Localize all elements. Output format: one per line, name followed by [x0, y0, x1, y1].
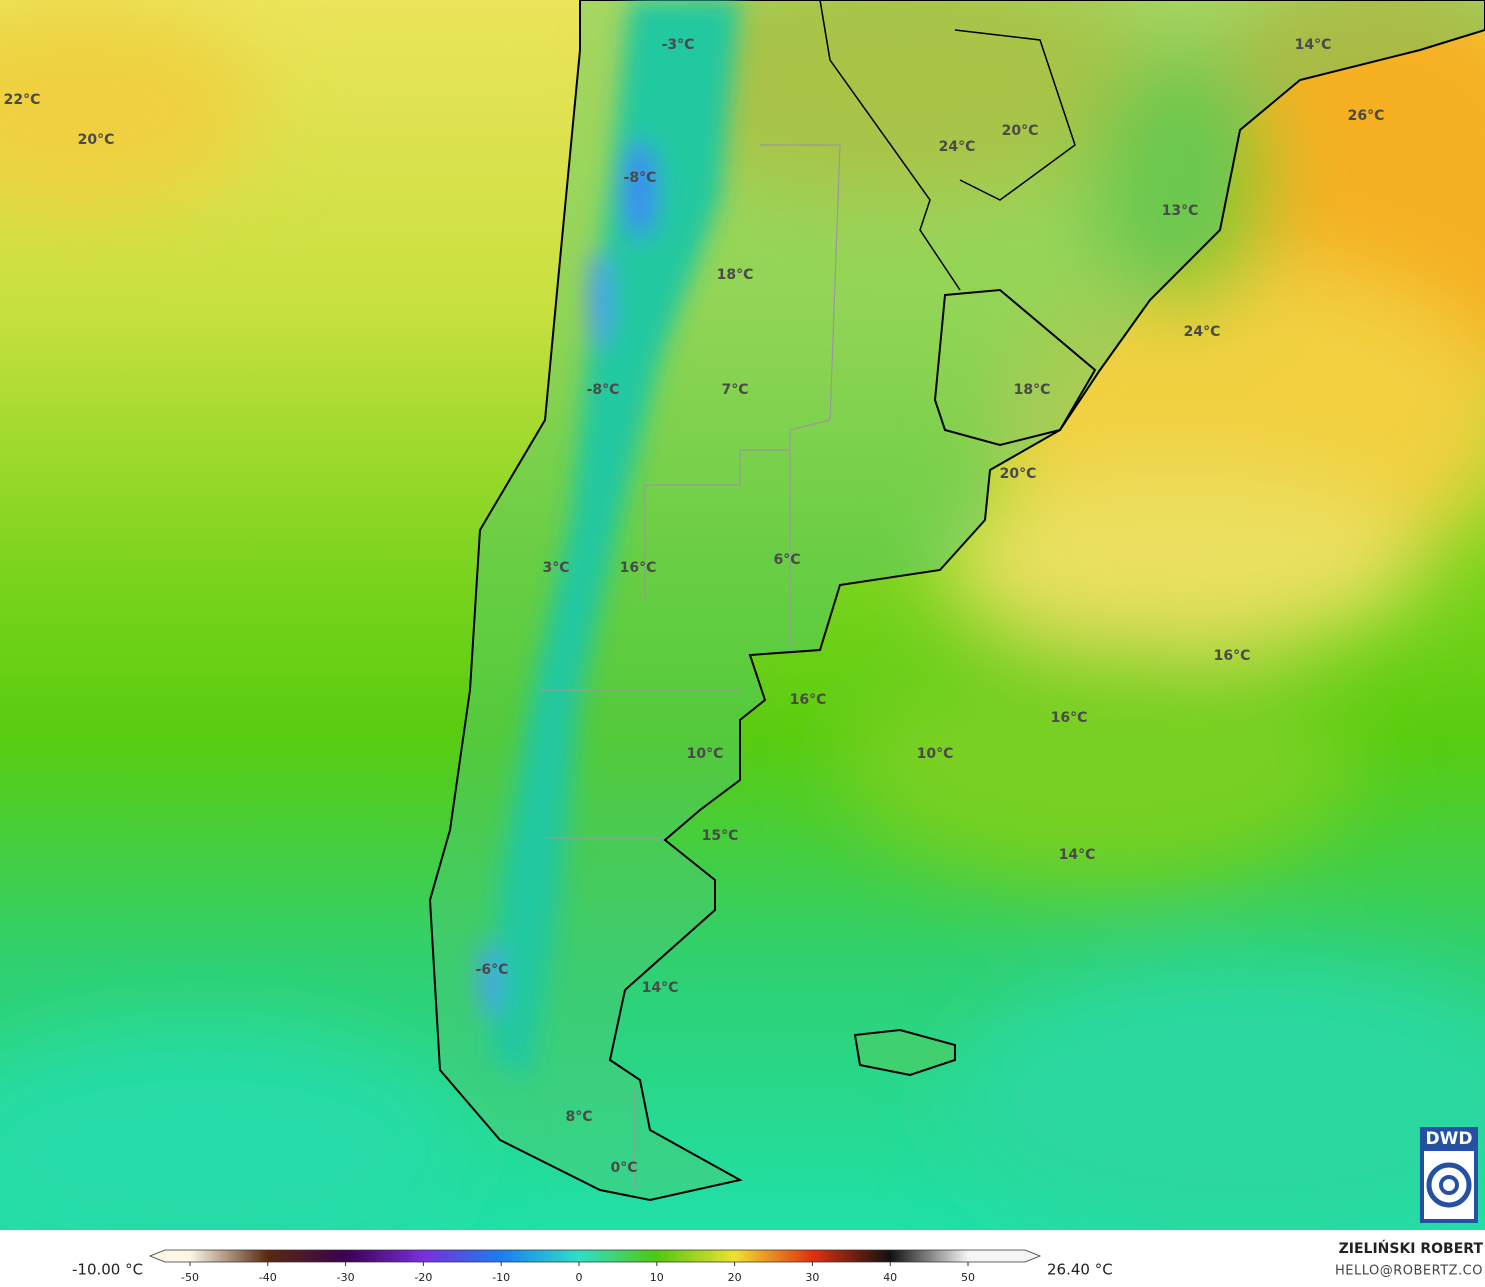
andes-field	[480, 0, 740, 1080]
colorbar-min: -10.00 °C	[72, 1261, 143, 1279]
temperature-label: 16°C	[1051, 710, 1088, 726]
logo-swirl	[1426, 1162, 1472, 1208]
temperature-label: 6°C	[773, 552, 800, 568]
temperature-label: 10°C	[917, 746, 954, 762]
temperature-label: -8°C	[624, 170, 657, 186]
temperature-label: 18°C	[1014, 382, 1051, 398]
colorbar-tick-label: 10	[650, 1271, 664, 1284]
falkland-islands	[853, 1028, 956, 1077]
temperature-label: 22°C	[4, 92, 41, 108]
temperature-label: 16°C	[620, 560, 657, 576]
temperature-label: 8°C	[565, 1109, 592, 1125]
temperature-labels: 22°C 20°C -3°C 14°C 26°C 20°C 24°C -8°C 13°C 18°C…	[4, 37, 1385, 1176]
temperature-label: 15°C	[702, 828, 739, 844]
temperature-label: 14°C	[1059, 847, 1096, 863]
uruguay-border	[933, 288, 1097, 447]
colorbar-tick-label: -20	[414, 1271, 432, 1284]
temperature-label: 13°C	[1162, 203, 1199, 219]
colorbar-tick-label: -40	[259, 1271, 277, 1284]
temperature-label: 0°C	[610, 1160, 637, 1176]
logo-panel	[1424, 1151, 1474, 1219]
country-borders	[819, 0, 1076, 291]
temperature-label: 24°C	[1184, 324, 1221, 340]
temperature-label: 16°C	[1214, 648, 1251, 664]
temperature-label: 24°C	[939, 139, 976, 155]
temperature-label: -8°C	[587, 382, 620, 398]
colorbar-tick-label: 40	[883, 1271, 897, 1284]
temperature-label: 26°C	[1348, 108, 1385, 124]
temperature-label: 18°C	[717, 267, 754, 283]
temperature-label: -3°C	[662, 37, 695, 53]
credit-name: ZIELIŃSKI ROBERT	[1339, 1239, 1484, 1257]
land-outline	[428, 0, 1485, 1202]
logo-text: DWD	[1426, 1129, 1473, 1149]
temperature-label: 16°C	[790, 692, 827, 708]
temperature-label: 14°C	[642, 980, 679, 996]
province-borders	[540, 144, 841, 1190]
colorbar-tick-label: 20	[728, 1271, 742, 1284]
dwd-logo: DWD	[1420, 1127, 1478, 1223]
colorbar-tick-label: 30	[805, 1271, 819, 1284]
colorbar: -10.00 °C 26.40 °C -50 -40 -30 -20 -10 0 10 20 3…	[72, 1249, 1113, 1284]
temperature-label: 20°C	[1002, 123, 1039, 139]
colorbar-tick-label: -50	[181, 1271, 199, 1284]
colorbar-ramp	[148, 1249, 1042, 1263]
temperature-label: 10°C	[687, 746, 724, 762]
logo-swirl-inner	[1439, 1175, 1459, 1195]
credit-contact: HELLO@ROBERTZ.CO	[1335, 1264, 1483, 1279]
temperature-label: 20°C	[78, 132, 115, 148]
temperature-label: -6°C	[476, 962, 509, 978]
temperature-label: 3°C	[542, 560, 569, 576]
temperature-label: 7°C	[721, 382, 748, 398]
colorbar-tick-label: -30	[337, 1271, 355, 1284]
colorbar-tick-label: 50	[961, 1271, 975, 1284]
temperature-label: 20°C	[1000, 466, 1037, 482]
temperature-label: 14°C	[1295, 37, 1332, 53]
colorbar-tick-label: -10	[492, 1271, 510, 1284]
colorbar-tick-label: 0	[576, 1271, 583, 1284]
colorbar-max: 26.40 °C	[1047, 1261, 1113, 1279]
